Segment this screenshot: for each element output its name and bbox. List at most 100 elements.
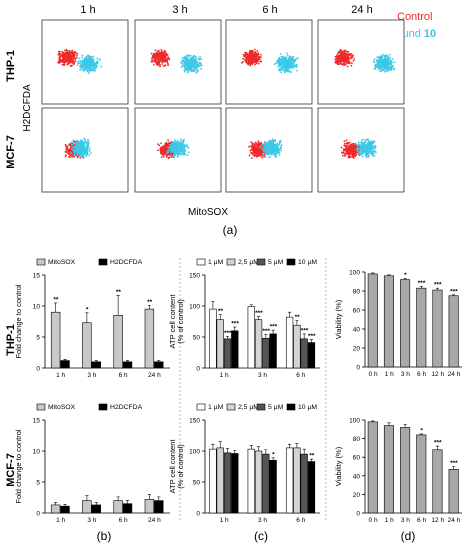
error-bar [256,446,261,451]
y-tick-label: 100 [189,304,200,311]
significance-label: ** [295,314,301,321]
bar [307,461,316,514]
significance-label: * [420,427,423,434]
y-tick-label: 0 [356,365,360,372]
bar [216,447,224,514]
y-tick-label: 0 [36,511,40,518]
row-label-thp1: THP-1 [5,50,17,82]
x-tick-label: 6 h [296,372,305,379]
error-bar [419,285,423,289]
error-bar [256,316,261,320]
legend-swatch [196,258,206,266]
legend-swatch [98,403,108,411]
x-tick-label: 1 h [385,371,394,378]
legend-label: MitoSOX [48,404,76,411]
flow-cytometry-panel: 1 h 3 h 6 h 24 h Control Compound 10 THP… [5,4,436,237]
legend-label: 1 µM [208,259,224,266]
x-tick-label: 6 h [119,372,128,379]
bar-row-label-thp1: THP-1 [5,324,17,356]
legend-swatch [36,258,46,266]
bar [432,289,443,368]
x-tick-label: 3 h [401,371,410,378]
flow-compound-cloud [355,138,377,159]
x-tick-label: 24 h [448,371,461,378]
error-bar [94,502,98,505]
y-tick-label: 40 [353,327,361,334]
bar [223,338,232,369]
significance-label: * [404,272,407,279]
bar [50,504,61,514]
error-bar [116,496,120,501]
y-tick-label: 20 [353,346,361,353]
error-bar [452,294,456,296]
bar [216,319,224,369]
error-bar [288,443,292,448]
legend-swatch [256,258,266,266]
bar [416,287,427,368]
y-tick-label: 150 [189,418,200,425]
error-bar [435,445,440,450]
flow-plot-thp1-24h [317,19,405,105]
legend-label: 5 µM [268,259,284,266]
bar [209,308,217,369]
bar [269,333,277,369]
error-bar [63,504,67,507]
error-bar [288,311,292,318]
x-tick-label: 1 h [220,517,229,524]
y-tick-label: 50 [193,335,201,342]
flow-compound-cloud [166,138,190,158]
flow-control-cloud [150,48,171,68]
x-tick-label: 3 h [258,517,267,524]
bar [262,453,270,514]
bar-chart-b-thp-1: 0 5 10 15 Fold change to control ** 1 h * 3 h ** 6… [14,258,170,379]
bar [247,448,255,514]
y-tick-label: 100 [349,270,360,277]
y-tick-label: 100 [189,449,200,456]
bar [285,316,294,369]
x-tick-label: 3 h [87,517,96,524]
y-tick-label: 15 [33,418,41,425]
error-bar [249,445,253,450]
y-tick-label: 5 [36,480,40,487]
flow-control-cloud [241,48,262,67]
significance-label: ** [218,308,224,315]
error-bar [452,466,456,470]
flow-control-cloud [340,139,361,160]
error-bar [147,305,151,310]
y-tick-label: 40 [353,473,361,480]
bar [91,504,101,514]
bar-row-label-mcf7: MCF-7 [5,453,17,487]
time-label-24h: 24 h [351,4,372,16]
flow-plot-thp1-3h [134,19,222,105]
error-bar [211,443,215,450]
significance-label: * [272,451,275,458]
flow-plot-thp1-6h [225,19,313,105]
error-bar [435,287,440,291]
error-bar [218,441,222,448]
bar [122,503,133,514]
significance-label: ** [147,299,153,306]
error-bar [116,295,120,316]
x-tick-label: 0 h [369,517,378,524]
flow-compound-cloud [258,138,283,159]
legend-label: H2DCFDA [110,404,143,411]
significance-label: *** [255,310,263,317]
significance-label: * [86,306,89,313]
x-tick-label: 24 h [148,372,161,379]
bar [269,459,277,514]
legend-label: 10 µM [298,259,317,266]
y-tick-label: 100 [349,418,360,425]
bar [293,447,301,514]
error-bar [85,495,89,501]
bar [254,450,263,514]
bar-chart-d-mcf-7: 0 20 40 60 80 100 Viability (%) 0 h 1 h 3 h * 6 h **… [334,418,462,524]
y-tick-label: 10 [33,449,41,456]
bar [254,319,263,369]
significance-label: *** [434,440,442,447]
flow-compound-cloud [69,137,92,158]
x-tick-label: 24 h [448,517,461,524]
significance-label: *** [231,321,239,328]
bar [307,342,316,369]
error-bar [54,502,58,505]
